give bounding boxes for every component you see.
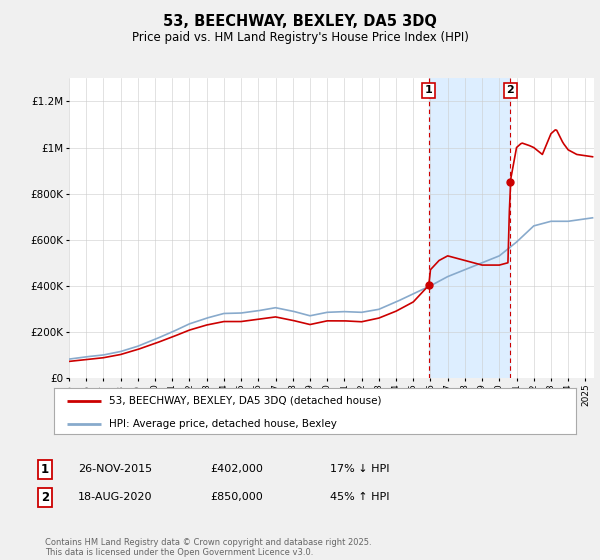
- Text: Contains HM Land Registry data © Crown copyright and database right 2025.
This d: Contains HM Land Registry data © Crown c…: [45, 538, 371, 557]
- Text: 2: 2: [41, 491, 49, 504]
- Text: 53, BEECHWAY, BEXLEY, DA5 3DQ: 53, BEECHWAY, BEXLEY, DA5 3DQ: [163, 14, 437, 29]
- Text: 26-NOV-2015: 26-NOV-2015: [78, 464, 152, 474]
- Text: 53, BEECHWAY, BEXLEY, DA5 3DQ (detached house): 53, BEECHWAY, BEXLEY, DA5 3DQ (detached …: [109, 396, 382, 406]
- Text: £850,000: £850,000: [210, 492, 263, 502]
- Text: 45% ↑ HPI: 45% ↑ HPI: [330, 492, 389, 502]
- Text: 1: 1: [425, 85, 433, 95]
- Text: £402,000: £402,000: [210, 464, 263, 474]
- Text: 18-AUG-2020: 18-AUG-2020: [78, 492, 152, 502]
- Text: 1: 1: [41, 463, 49, 476]
- Text: HPI: Average price, detached house, Bexley: HPI: Average price, detached house, Bexl…: [109, 419, 337, 429]
- Text: Price paid vs. HM Land Registry's House Price Index (HPI): Price paid vs. HM Land Registry's House …: [131, 31, 469, 44]
- Text: 17% ↓ HPI: 17% ↓ HPI: [330, 464, 389, 474]
- Bar: [429, 78, 510, 378]
- Text: 2: 2: [506, 85, 514, 95]
